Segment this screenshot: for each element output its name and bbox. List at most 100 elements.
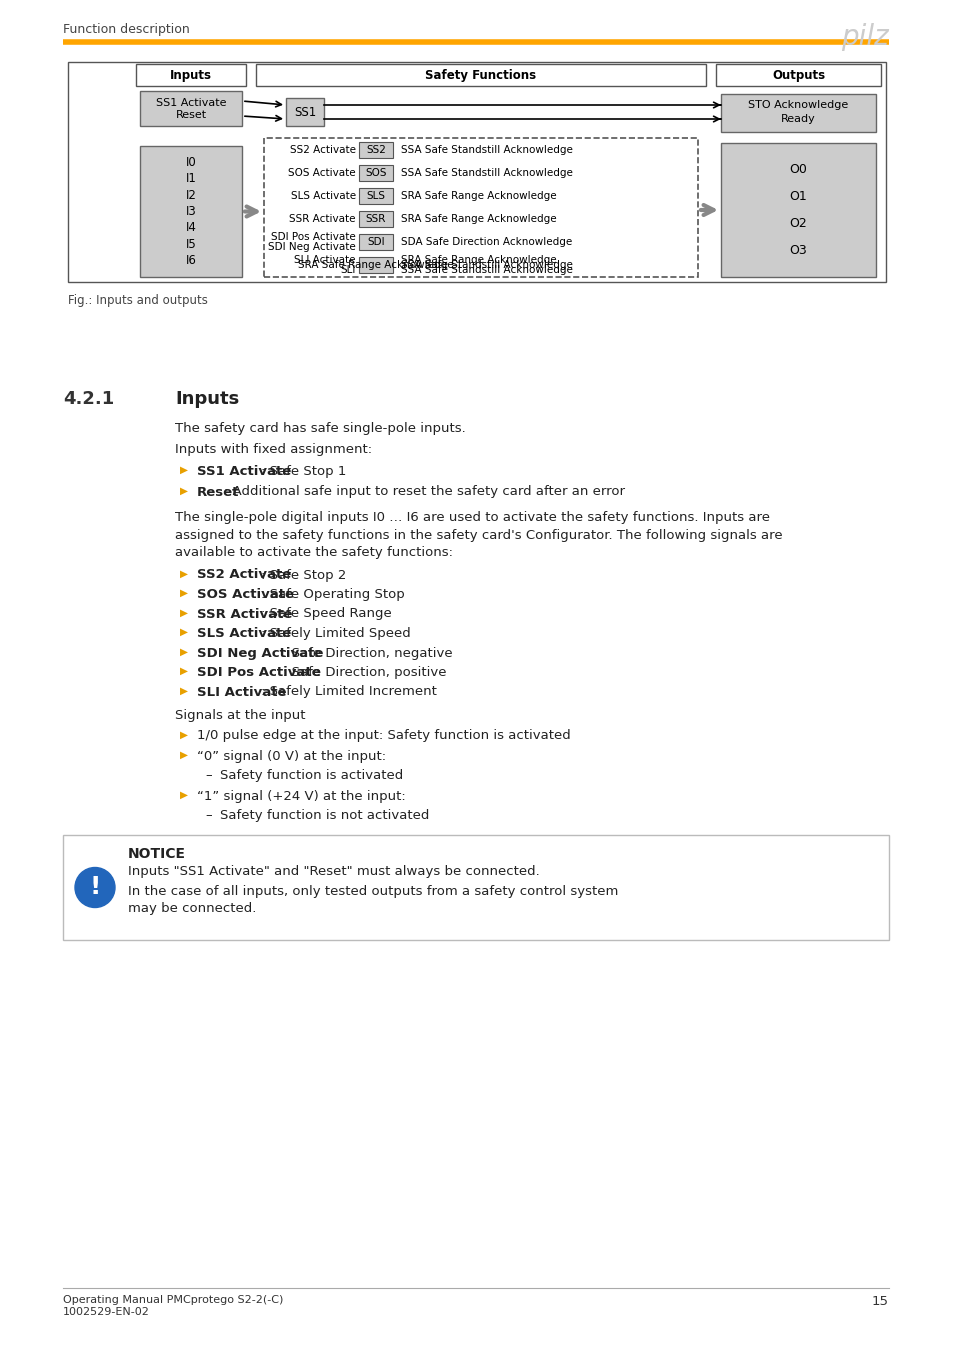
Text: I1: I1 [186, 173, 196, 185]
Text: Signals at the input: Signals at the input [174, 709, 305, 722]
Text: In the case of all inputs, only tested outputs from a safety control system: In the case of all inputs, only tested o… [128, 886, 618, 898]
Text: ▶: ▶ [180, 568, 188, 579]
Text: ▶: ▶ [180, 464, 188, 475]
Text: SOS Activate: SOS Activate [288, 167, 355, 178]
Text: : Safe Stop 1: : Safe Stop 1 [261, 464, 347, 478]
Text: 1002529-EN-02: 1002529-EN-02 [63, 1307, 150, 1318]
Text: SDI Pos Activate: SDI Pos Activate [271, 232, 355, 242]
Text: I5: I5 [186, 238, 196, 251]
Text: Reset: Reset [175, 109, 207, 120]
Text: The single-pole digital inputs I0 … I6 are used to activate the safety functions: The single-pole digital inputs I0 … I6 a… [174, 512, 769, 524]
Text: ▶: ▶ [180, 666, 188, 676]
Text: ▶: ▶ [180, 751, 188, 760]
Text: “0” signal (0 V) at the input:: “0” signal (0 V) at the input: [196, 751, 386, 763]
Text: I0: I0 [186, 155, 196, 169]
Bar [358, 211, 393, 227]
Text: : Additional safe input to reset the safety card after an error: : Additional safe input to reset the saf… [224, 486, 624, 498]
Text: I3: I3 [186, 205, 196, 217]
Text: NOTICE: NOTICE [128, 846, 186, 861]
Text: SLS: SLS [366, 190, 385, 201]
Text: ▶: ▶ [180, 589, 188, 598]
Text: Inputs: Inputs [170, 69, 212, 81]
Text: SDI Neg Activate: SDI Neg Activate [268, 242, 355, 252]
Text: SLS Activate: SLS Activate [291, 190, 355, 201]
Text: –: – [205, 769, 212, 783]
Text: SS1 Activate: SS1 Activate [196, 464, 291, 478]
Text: Function description: Function description [63, 23, 190, 36]
Bar [358, 235, 393, 250]
Text: –: – [205, 810, 212, 822]
Bar [358, 165, 393, 181]
Text: Safety function is activated: Safety function is activated [220, 769, 403, 783]
Text: 4.2.1: 4.2.1 [63, 390, 114, 408]
Bar [68, 62, 885, 282]
Text: ▶: ▶ [180, 729, 188, 740]
Text: ▶: ▶ [180, 608, 188, 617]
Bar [720, 143, 875, 277]
Text: The safety card has safe single-pole inputs.: The safety card has safe single-pole inp… [174, 423, 465, 435]
Text: SSA Safe Standstill Acknowledge: SSA Safe Standstill Acknowledge [400, 144, 572, 155]
Text: SSA Safe Standstill Acknowledge: SSA Safe Standstill Acknowledge [400, 266, 572, 275]
Circle shape [75, 868, 115, 907]
Text: SLI Activate: SLI Activate [294, 255, 355, 266]
Text: Safety function is not activated: Safety function is not activated [220, 810, 429, 822]
Text: O2: O2 [789, 217, 806, 230]
Text: may be connected.: may be connected. [128, 902, 256, 915]
Text: assigned to the safety functions in the safety card's Configurator. The followin: assigned to the safety functions in the … [174, 528, 781, 541]
Text: I6: I6 [186, 254, 196, 267]
Text: Fig.: Inputs and outputs: Fig.: Inputs and outputs [68, 294, 208, 306]
Text: SS2: SS2 [366, 144, 386, 155]
Text: STO Acknowledge: STO Acknowledge [747, 100, 848, 109]
Bar [720, 95, 875, 132]
Text: pilz: pilz [841, 23, 888, 51]
Text: SS2 Activate: SS2 Activate [196, 568, 291, 582]
Text: SSA Safe Standstill Acknowledge: SSA Safe Standstill Acknowledge [400, 167, 572, 178]
Text: SLS Activate: SLS Activate [196, 626, 291, 640]
Text: : Safely Limited Speed: : Safely Limited Speed [261, 626, 411, 640]
Text: Operating Manual PMCprotego S2-2(-C): Operating Manual PMCprotego S2-2(-C) [63, 1295, 283, 1305]
Text: SS2 Activate: SS2 Activate [290, 144, 355, 155]
Text: ▶: ▶ [180, 626, 188, 637]
Text: SLI Activate: SLI Activate [196, 686, 286, 698]
Bar [716, 63, 880, 86]
Text: ▶: ▶ [180, 686, 188, 695]
Text: : Safe Direction, positive: : Safe Direction, positive [283, 666, 446, 679]
Text: ▶: ▶ [180, 790, 188, 801]
Bar [264, 138, 698, 277]
Text: ▶: ▶ [180, 486, 188, 495]
Text: Inputs with fixed assignment:: Inputs with fixed assignment: [174, 444, 372, 456]
Text: SRA Safe Range Acknowledge: SRA Safe Range Acknowledge [400, 215, 556, 224]
Text: Ready: Ready [781, 113, 815, 124]
Bar [140, 90, 242, 126]
Text: SRA Safe Range Acknowledge: SRA Safe Range Acknowledge [298, 261, 454, 270]
Text: : Safe Speed Range: : Safe Speed Range [261, 608, 392, 621]
Text: I4: I4 [186, 221, 196, 235]
Text: SDI Neg Activate: SDI Neg Activate [196, 647, 323, 660]
Text: O3: O3 [789, 244, 806, 256]
Text: Inputs "SS1 Activate" and "Reset" must always be connected.: Inputs "SS1 Activate" and "Reset" must a… [128, 865, 539, 878]
Bar [358, 258, 393, 274]
Bar [140, 146, 242, 277]
Text: SLI: SLI [340, 266, 355, 275]
Text: SRA Safe Range Acknowledge: SRA Safe Range Acknowledge [400, 255, 556, 266]
Text: SRA Safe Range Acknowledge: SRA Safe Range Acknowledge [400, 190, 556, 201]
Bar [255, 63, 705, 86]
Text: Safety Functions: Safety Functions [425, 69, 536, 81]
Text: SOS Activate: SOS Activate [196, 589, 294, 601]
Bar [63, 836, 888, 940]
Text: I2: I2 [186, 189, 196, 201]
Text: SOS: SOS [365, 167, 386, 178]
Bar [358, 188, 393, 204]
Text: ▶: ▶ [180, 647, 188, 656]
Text: SSA Safe Standstill Acknowledge: SSA Safe Standstill Acknowledge [400, 261, 572, 270]
Text: : Safely Limited Increment: : Safely Limited Increment [261, 686, 436, 698]
Bar [136, 63, 246, 86]
Text: SSR: SSR [365, 215, 386, 224]
Text: Inputs: Inputs [174, 390, 239, 408]
Bar [358, 142, 393, 158]
Text: : Safe Operating Stop: : Safe Operating Stop [261, 589, 405, 601]
Text: !: ! [90, 876, 101, 899]
Text: O0: O0 [789, 163, 806, 177]
Text: Outputs: Outputs [771, 69, 824, 81]
Text: available to activate the safety functions:: available to activate the safety functio… [174, 545, 453, 559]
